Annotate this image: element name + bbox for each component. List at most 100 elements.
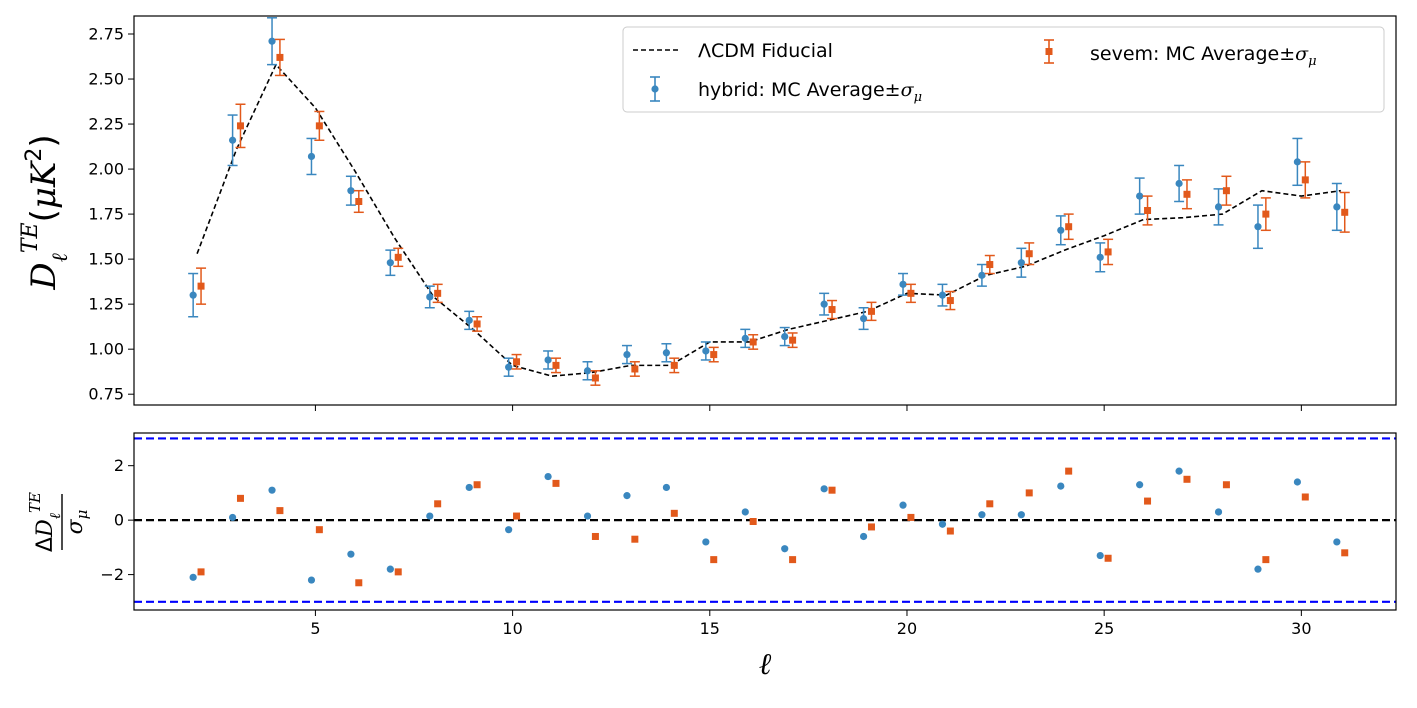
sevem-residual-point xyxy=(789,556,797,564)
sevem-point xyxy=(552,361,560,369)
sevem-residual-point xyxy=(1262,556,1270,564)
sevem-residual-point xyxy=(355,579,363,587)
hybrid-residual-point xyxy=(583,512,592,520)
sevem-point xyxy=(513,358,521,366)
fiducial-line xyxy=(196,63,1341,377)
hybrid-point xyxy=(781,332,789,341)
top-ticks: 0.75 1.00 1.25 1.50 1.75 2.00 2.25 2.50 2.75 xyxy=(88,25,1302,411)
top-ytick-label: 1.50 xyxy=(88,250,124,269)
sevem-residual-point xyxy=(1183,475,1191,483)
legend: ΛCDM Fiducial hybrid: MC Average±σμ seve… xyxy=(622,26,1385,113)
hybrid-point xyxy=(1057,226,1065,234)
hybrid-residual-point xyxy=(859,532,868,541)
top-ytick-label: 2.00 xyxy=(88,160,124,179)
bottom-xtick-label: 20 xyxy=(897,619,917,638)
sevem-point xyxy=(197,282,205,290)
hybrid-residual-point xyxy=(1333,538,1341,546)
hybrid-residual-point xyxy=(1017,511,1025,519)
hybrid-residual-point xyxy=(662,483,671,492)
hybrid-residuals xyxy=(189,467,1341,584)
hybrid-residual-point xyxy=(268,486,276,494)
sevem-point xyxy=(355,197,363,205)
hybrid-point xyxy=(938,291,947,299)
sevem-point xyxy=(1065,223,1073,231)
hybrid-residual-point xyxy=(1293,478,1302,486)
legend-sevem-marker xyxy=(1045,48,1053,55)
hybrid-point xyxy=(268,37,276,45)
sevem-series xyxy=(196,38,1350,386)
hybrid-point xyxy=(386,259,394,267)
sevem-point xyxy=(1222,187,1230,195)
top-ylabel: DℓTE(μK2) xyxy=(18,134,73,290)
hybrid-point xyxy=(1293,158,1302,166)
sevem-residual-point xyxy=(236,494,244,502)
hybrid-point xyxy=(662,349,671,357)
sevem-point xyxy=(749,338,757,346)
bottom-ytick-label: 2 xyxy=(114,456,124,475)
hybrid-series xyxy=(188,17,1342,381)
hybrid-residual-point xyxy=(623,492,631,500)
hybrid-point xyxy=(228,136,237,144)
sevem-point xyxy=(236,122,244,130)
top-ytick-label: 1.25 xyxy=(88,295,124,314)
top-ytick-label: 1.00 xyxy=(88,340,124,359)
sevem-residual-point xyxy=(591,532,599,540)
hybrid-point xyxy=(702,347,710,355)
top-panel: 0.75 1.00 1.25 1.50 1.75 2.00 2.25 2.50 2.75 DℓT… xyxy=(18,15,1397,411)
sevem-point xyxy=(1144,207,1152,214)
sevem-residual-point xyxy=(1341,549,1349,557)
hybrid-point xyxy=(505,363,513,371)
sevem-residual-point xyxy=(946,527,954,535)
sevem-point xyxy=(473,320,481,328)
sevem-residual-point xyxy=(197,568,205,576)
sevem-residual-point xyxy=(907,513,915,521)
sevem-point xyxy=(1025,250,1033,258)
sevem-residual-point xyxy=(1065,467,1073,475)
hybrid-residual-point xyxy=(1136,481,1144,489)
sevem-point xyxy=(1301,176,1309,184)
sevem-residual-point xyxy=(394,568,402,576)
hybrid-point xyxy=(1136,192,1144,200)
sevem-point xyxy=(434,289,442,297)
hybrid-residual-point xyxy=(1096,551,1104,560)
sevem-residual-point xyxy=(434,500,442,508)
sevem-residual-point xyxy=(867,523,875,531)
sevem-residual-point xyxy=(710,556,718,564)
hybrid-residual-point xyxy=(1214,508,1223,516)
sevem-residual-point xyxy=(828,486,836,494)
hybrid-residual-point xyxy=(228,513,237,522)
top-ytick-label: 2.75 xyxy=(88,25,124,44)
xlabel: ℓ xyxy=(759,647,772,682)
hybrid-residual-point xyxy=(781,545,789,553)
top-ytick-label: 0.75 xyxy=(88,385,124,404)
hybrid-point xyxy=(1096,253,1104,261)
sevem-point xyxy=(867,307,875,315)
hybrid-residual-point xyxy=(505,526,513,534)
bottom-xtick-label: 15 xyxy=(700,619,720,638)
hybrid-point xyxy=(859,314,868,323)
hybrid-point xyxy=(1254,223,1262,231)
bottom-axes-frame xyxy=(133,432,1397,611)
hybrid-point xyxy=(899,280,907,288)
hybrid-point xyxy=(741,334,749,342)
top-ytick-label: 1.75 xyxy=(88,205,124,224)
hybrid-point xyxy=(307,152,316,161)
hybrid-point xyxy=(1175,179,1183,188)
hybrid-residual-point xyxy=(189,573,197,581)
sevem-point xyxy=(946,297,954,305)
bottom-xtick-label: 5 xyxy=(310,619,320,638)
hybrid-residual-point xyxy=(899,501,907,509)
sevem-residual-point xyxy=(1222,481,1230,489)
sevem-point xyxy=(710,351,718,359)
sevem-point xyxy=(1341,208,1349,216)
sevem-point xyxy=(591,374,599,382)
hybrid-point xyxy=(1017,259,1025,267)
bottom-xtick-label: 25 xyxy=(1094,619,1114,638)
hybrid-residual-point xyxy=(938,520,947,528)
sevem-residual-point xyxy=(552,479,560,487)
hybrid-residual-point xyxy=(544,472,552,481)
sevem-residual-point xyxy=(1301,493,1309,501)
hybrid-point xyxy=(544,356,552,364)
sevem-residual-point xyxy=(670,509,678,517)
